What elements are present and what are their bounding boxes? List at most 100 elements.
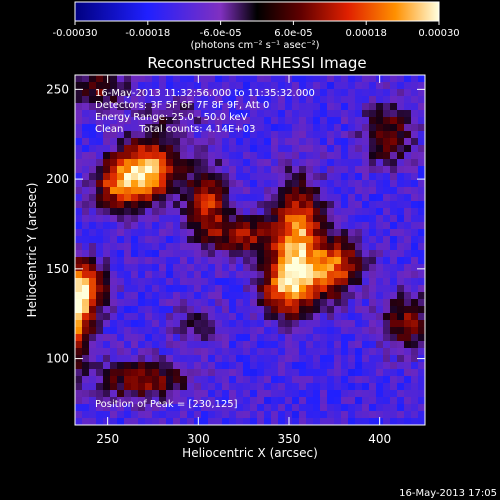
- heatmap-cell: [236, 187, 244, 195]
- heatmap-cell: [194, 75, 202, 83]
- heatmap-cell: [236, 313, 244, 321]
- heatmap-cell: [180, 96, 188, 104]
- heatmap-cell: [404, 264, 412, 272]
- heatmap-cell: [166, 229, 174, 237]
- heatmap-cell: [257, 327, 265, 335]
- heatmap-cell: [117, 404, 125, 412]
- heatmap-cell: [166, 334, 174, 342]
- heatmap-cell: [313, 348, 321, 356]
- heatmap-cell: [194, 369, 202, 377]
- heatmap-cell: [299, 362, 307, 370]
- heatmap-cell: [285, 355, 293, 363]
- heatmap-cell: [222, 215, 230, 223]
- heatmap-cell: [117, 89, 125, 97]
- heatmap-cell: [103, 180, 111, 188]
- heatmap-cell: [152, 96, 160, 104]
- heatmap-cell: [285, 397, 293, 405]
- heatmap-cell: [341, 404, 349, 412]
- heatmap-cell: [320, 355, 328, 363]
- heatmap-cell: [166, 82, 174, 90]
- heatmap-cell: [313, 292, 321, 300]
- heatmap-cell: [173, 341, 181, 349]
- heatmap-cell: [152, 250, 160, 258]
- heatmap-cell: [82, 383, 90, 391]
- heatmap-cell: [194, 222, 202, 230]
- heatmap-cell: [278, 208, 286, 216]
- heatmap-cell: [124, 362, 132, 370]
- heatmap-cell: [138, 145, 146, 153]
- heatmap-cell: [418, 89, 426, 97]
- heatmap-cell: [411, 397, 419, 405]
- heatmap-cell: [96, 264, 104, 272]
- heatmap-cell: [159, 341, 167, 349]
- heatmap-cell: [152, 89, 160, 97]
- heatmap-cell: [278, 418, 286, 426]
- heatmap-cell: [89, 89, 97, 97]
- heatmap-cell: [124, 278, 132, 286]
- heatmap-cell: [369, 404, 377, 412]
- heatmap-cell: [180, 187, 188, 195]
- heatmap-cell: [194, 173, 202, 181]
- heatmap-cell: [89, 194, 97, 202]
- heatmap-cell: [383, 306, 391, 314]
- heatmap-cell: [96, 208, 104, 216]
- heatmap-cell: [152, 159, 160, 167]
- heatmap-cell: [278, 292, 286, 300]
- heatmap-cell: [229, 355, 237, 363]
- heatmap-cell: [250, 348, 258, 356]
- heatmap-cell: [194, 96, 202, 104]
- heatmap-cell: [257, 96, 265, 104]
- heatmap-cell: [201, 383, 209, 391]
- heatmap-cell: [82, 96, 90, 104]
- heatmap-cell: [348, 89, 356, 97]
- heatmap-cell: [355, 222, 363, 230]
- heatmap-cell: [292, 404, 300, 412]
- heatmap-cell: [313, 215, 321, 223]
- heatmap-cell: [285, 103, 293, 111]
- heatmap-cell: [327, 257, 335, 265]
- heatmap-cell: [124, 152, 132, 160]
- heatmap-cell: [306, 117, 314, 125]
- heatmap-cell: [334, 313, 342, 321]
- heatmap-cell: [278, 306, 286, 314]
- heatmap-cell: [75, 320, 83, 328]
- heatmap-cell: [341, 299, 349, 307]
- heatmap-cell: [159, 271, 167, 279]
- heatmap-cell: [327, 250, 335, 258]
- heatmap-cell: [215, 96, 223, 104]
- heatmap-cell: [152, 362, 160, 370]
- heatmap-cell: [264, 110, 272, 118]
- heatmap-cell: [250, 159, 258, 167]
- heatmap-cell: [131, 82, 139, 90]
- heatmap-cell: [124, 271, 132, 279]
- heatmap-cell: [145, 236, 153, 244]
- heatmap-cell: [397, 355, 405, 363]
- heatmap-cell: [152, 180, 160, 188]
- heatmap-cell: [82, 285, 90, 293]
- heatmap-cell: [96, 222, 104, 230]
- heatmap-cell: [327, 159, 335, 167]
- heatmap-cell: [250, 215, 258, 223]
- heatmap-cell: [278, 222, 286, 230]
- y-tick-label: 200: [46, 172, 69, 186]
- heatmap-cell: [124, 292, 132, 300]
- heatmap-cell: [376, 383, 384, 391]
- heatmap-cell: [299, 390, 307, 398]
- heatmap-cell: [418, 341, 426, 349]
- heatmap-cell: [131, 320, 139, 328]
- heatmap-cell: [103, 159, 111, 167]
- heatmap-cell: [208, 299, 216, 307]
- heatmap-cell: [173, 159, 181, 167]
- heatmap-cell: [89, 292, 97, 300]
- heatmap-cell: [348, 264, 356, 272]
- heatmap-cell: [418, 187, 426, 195]
- heatmap-cell: [383, 110, 391, 118]
- heatmap-cell: [250, 89, 258, 97]
- heatmap-cell: [376, 138, 384, 146]
- heatmap-cell: [334, 180, 342, 188]
- heatmap-cell: [166, 166, 174, 174]
- heatmap-cell: [327, 145, 335, 153]
- heatmap-cell: [299, 278, 307, 286]
- heatmap-cell: [201, 173, 209, 181]
- heatmap-cell: [362, 201, 370, 209]
